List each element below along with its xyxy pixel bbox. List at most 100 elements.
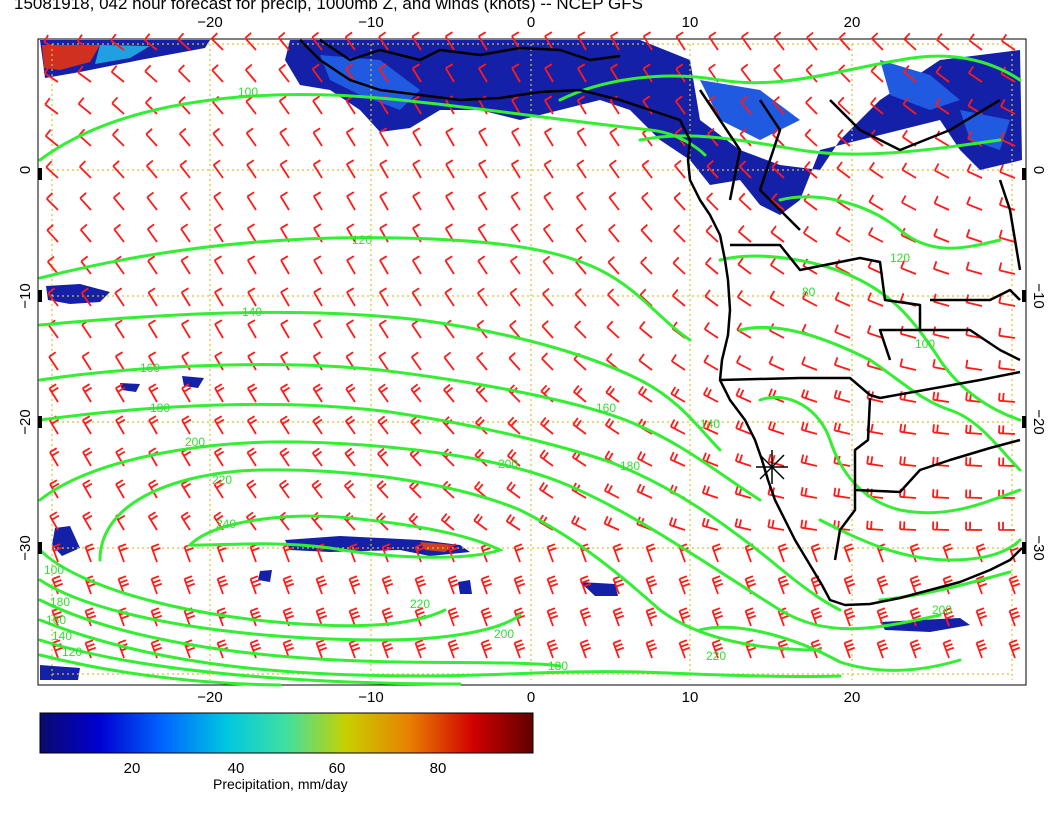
contour-140 [38,310,722,452]
wind-barb [934,163,950,179]
wind-barb [975,543,986,563]
wind-barb [573,385,587,403]
wind-barb [77,97,92,115]
wind-barb [546,543,557,563]
wind-barb [965,521,983,531]
wind-barb [805,96,818,115]
wind-barb [508,352,521,371]
wind-barb [117,639,130,659]
wind-barb [247,255,257,275]
contour-220-east [698,625,962,672]
wind-barb [315,607,328,627]
lon-tick-label: 0 [527,14,535,31]
wind-barb [1008,639,1021,659]
wind-barb [147,255,158,275]
wind-barb [999,164,1016,179]
wind-barb [45,160,59,179]
wind-barb [739,160,752,179]
wind-barb [703,354,719,371]
contour-180 [38,402,842,612]
wind-barb [345,127,356,147]
wind-barb [833,357,851,371]
wind-barb [645,575,658,595]
wind-barb [247,287,257,307]
wind-barb [607,256,620,275]
border-north-1 [319,38,621,62]
contour-220-south [38,548,447,628]
wind-barb [770,225,785,243]
contour-100-north [38,93,707,162]
wind-barb [678,607,691,627]
wind-barb [942,607,955,627]
wind-barb [833,487,851,499]
contour-160-south [38,618,842,679]
wind-barb [477,191,488,211]
wind-barb [80,223,92,243]
wind-barb [51,543,62,563]
wind-barb [868,227,884,243]
wind-barb [901,195,917,211]
wind-barb [645,543,656,563]
wind-barb [344,415,356,435]
wind-barb [378,287,389,307]
wind-barb [411,31,422,51]
wind-barb [639,321,653,339]
wind-barb [998,425,1016,435]
wind-barb [211,64,224,83]
wind-barb [903,65,917,83]
contour-land-4 [778,195,1002,250]
wind-barb [280,319,290,339]
wind-barb [377,415,389,435]
wind-barb [542,287,554,307]
precip-band-south-atlantic [285,536,470,556]
colorbar-tick-label: 80 [430,760,447,777]
contour-label: 80 [802,285,816,299]
wind-barb [381,575,394,595]
wind-barb [608,223,620,243]
lat-tick-label: 0 [1030,166,1047,174]
wind-barb [181,319,191,339]
wind-barb [410,351,422,371]
wind-barb [642,63,653,83]
wind-barb [245,63,257,83]
wind-barb [998,457,1016,467]
wind-barb [738,192,752,211]
contour-label-group: 100 120 140 160 180 200 220 240 80 100 1… [44,85,952,673]
wind-barb [965,489,983,499]
wind-barb [642,95,653,115]
wind-barb [244,32,257,51]
colorbar-label: Precipitation, mm/day [213,776,348,792]
wind-barb [701,485,719,499]
wind-barb [480,639,493,659]
contour-label: 140 [700,417,720,431]
contour-200-south [38,578,522,642]
wind-barb [606,320,620,339]
contour-label: 240 [216,517,236,531]
contour-label: 180 [150,401,170,415]
wind-barb [933,228,950,243]
wind-barb [444,287,455,307]
wind-barb [212,127,224,147]
wind-barb [806,31,818,51]
contour-label: 120 [352,233,372,247]
wind-barb [278,95,290,115]
map-frame [37,38,1027,686]
wind-barb [933,195,950,211]
wind-barb [311,447,323,467]
wind-barb [280,287,290,307]
wind-barb [736,289,752,307]
lat-tick-label: −30 [17,535,34,560]
lat-tick-label: −20 [1030,409,1047,434]
lon-tick-label: −10 [358,14,383,31]
wind-barb [178,64,191,83]
wind-barb [177,32,191,51]
wind-barb [312,351,323,371]
border-north-4 [698,89,742,201]
wind-barb [706,192,719,211]
wind-barb [899,358,917,371]
wind-barb [837,96,851,115]
wind-barb [110,65,125,83]
wind-barb [998,360,1016,371]
wind-barb [866,455,884,467]
wind-barb [445,127,455,147]
